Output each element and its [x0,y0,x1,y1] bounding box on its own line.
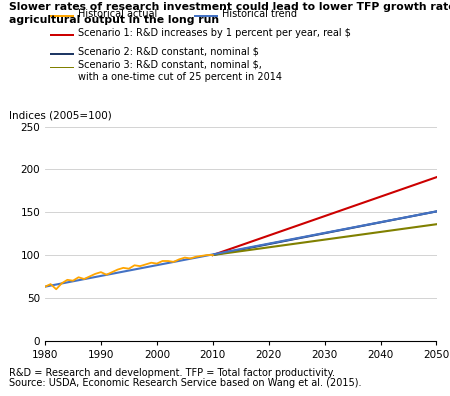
Text: R&D = Research and development. TFP = Total factor productivity.: R&D = Research and development. TFP = To… [9,368,335,378]
Text: agricultural output in the long run: agricultural output in the long run [9,15,219,25]
Text: Scenario 1: R&D increases by 1 percent per year, real $: Scenario 1: R&D increases by 1 percent p… [78,28,351,38]
Text: Indices (2005=100): Indices (2005=100) [9,111,112,121]
Text: Historical trend: Historical trend [222,9,297,19]
Text: Source: USDA, Economic Research Service based on Wang et al. (2015).: Source: USDA, Economic Research Service … [9,378,361,388]
Text: Slower rates of research investment could lead to lower TFP growth rates and low: Slower rates of research investment coul… [9,2,450,12]
Text: Scenario 2: R&D constant, nominal $: Scenario 2: R&D constant, nominal $ [78,47,259,57]
Text: Historical actual: Historical actual [78,9,157,19]
Text: Scenario 3: R&D constant, nominal $,: Scenario 3: R&D constant, nominal $, [78,60,262,70]
Text: with a one-time cut of 25 percent in 2014: with a one-time cut of 25 percent in 201… [78,72,282,82]
